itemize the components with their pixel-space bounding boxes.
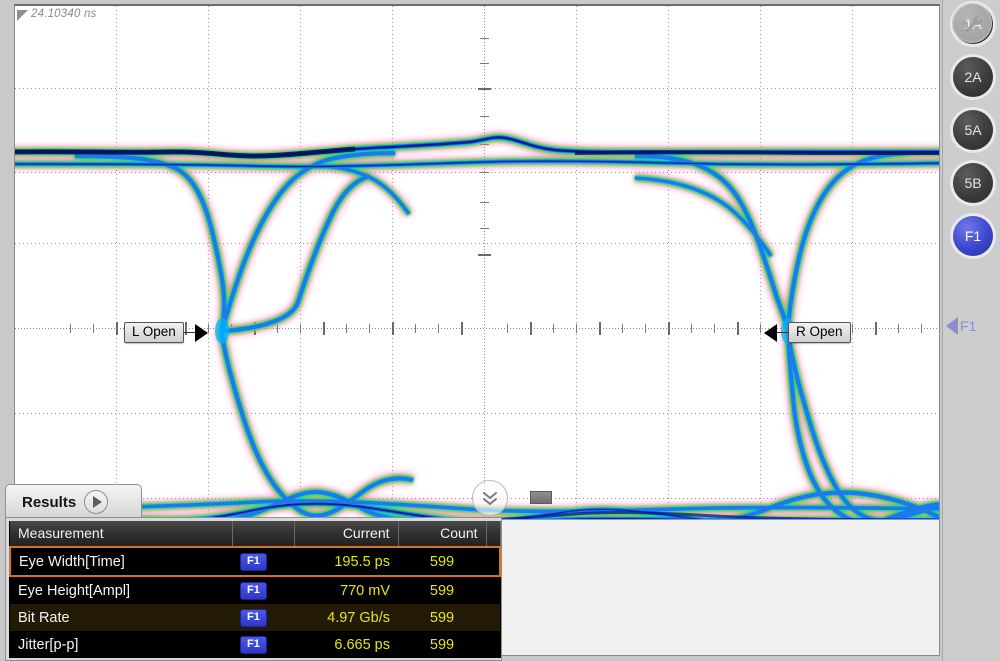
cell-measurement: Jitter[p-p]: [10, 631, 232, 658]
source-badge: F1: [240, 582, 267, 600]
cell-pad: [486, 631, 500, 658]
grid-line-horizontal: [15, 88, 939, 89]
source-badge: F1: [240, 636, 267, 654]
cursor-stem: [777, 332, 788, 333]
cell-source: F1: [232, 631, 294, 658]
column-header-measurement[interactable]: Measurement: [10, 521, 233, 547]
cell-current: 4.97 Gb/s: [294, 604, 398, 631]
cell-measurement: Bit Rate: [10, 604, 232, 631]
trace-position-marker-f1[interactable]: F1: [946, 317, 976, 335]
channel-button-label: 5B: [964, 175, 982, 191]
column-header-pad: [486, 521, 501, 547]
cell-current: 195.5 ps: [294, 546, 398, 577]
cell-count: 599: [398, 546, 486, 577]
cell-count: 599: [398, 631, 486, 658]
double-chevron-down-icon[interactable]: [472, 480, 508, 516]
grid-line-horizontal: [15, 413, 939, 414]
cell-measurement: Eye Width[Time]: [9, 546, 232, 577]
cell-source: F1: [232, 576, 294, 604]
trace-marker-arrow-icon: [946, 317, 958, 335]
source-badge: F1: [240, 609, 267, 627]
channel-button-2a[interactable]: 2A: [953, 57, 993, 97]
cell-source: F1: [232, 546, 294, 577]
wrench-glyph-icon: [962, 16, 982, 33]
cursor-arrow-left-icon: [764, 323, 777, 342]
column-header-count[interactable]: Count: [398, 521, 487, 547]
resize-handle[interactable]: [530, 491, 552, 504]
channel-button-label: 5A: [964, 122, 982, 138]
wrench-icon[interactable]: [952, 3, 992, 43]
cursor-stem: [183, 332, 195, 333]
channel-button-label: F1: [964, 228, 982, 244]
column-header-current[interactable]: Current: [294, 521, 399, 547]
table-row[interactable]: Bit Rate F1 4.97 Gb/s 599: [10, 604, 500, 631]
cursor-r-open[interactable]: R Open: [764, 322, 851, 343]
cell-source: F1: [232, 604, 294, 631]
table-row[interactable]: Eye Height[Ampl] F1 770 mV 599: [10, 576, 500, 604]
table-row[interactable]: Eye Width[Time] F1 195.5 ps 599: [9, 546, 501, 577]
cursor-l-open[interactable]: L Open: [124, 322, 208, 343]
chevron-glyph-icon: [483, 492, 497, 506]
results-tab-label: Results: [22, 493, 77, 511]
cell-current: 770 mV: [294, 576, 398, 604]
grid-line-horizontal: [15, 172, 939, 173]
play-glyph-icon: [93, 496, 103, 508]
cursor-arrow-right-icon: [194, 323, 208, 342]
results-table-container: Measurement Current Count Eye Width[Time…: [5, 517, 502, 661]
cursor-l-open-label: L Open: [124, 322, 184, 343]
table-header-row: Measurement Current Count: [10, 521, 501, 547]
cell-pad: [486, 546, 501, 577]
cell-count: 599: [398, 576, 486, 604]
results-panel: Results Measurement Current Count: [5, 484, 502, 661]
column-header-source: [232, 521, 295, 547]
axis-vertical-center: [484, 6, 485, 655]
table-row[interactable]: Jitter[p-p] F1 6.665 ps 599: [10, 631, 500, 658]
axis-horizontal-center: [15, 328, 939, 329]
play-icon[interactable]: [84, 490, 109, 514]
channel-button-5a[interactable]: 5A: [953, 110, 993, 150]
grid-line-horizontal: [15, 243, 939, 244]
cell-pad: [486, 576, 500, 604]
cell-pad: [486, 604, 500, 631]
tab-results[interactable]: Results: [5, 484, 142, 519]
source-badge: F1: [240, 553, 267, 571]
results-table: Measurement Current Count Eye Width[Time…: [9, 521, 501, 658]
cell-measurement: Eye Height[Ampl]: [10, 576, 232, 604]
cursor-r-open-label: R Open: [788, 322, 851, 343]
cell-current: 6.665 ps: [294, 631, 398, 658]
channel-button-f1[interactable]: F1: [953, 216, 993, 256]
channel-button-5b[interactable]: 5B: [953, 163, 993, 203]
trace-marker-label: F1: [960, 318, 977, 334]
channel-button-label: 2A: [964, 69, 982, 85]
cell-count: 599: [398, 604, 486, 631]
